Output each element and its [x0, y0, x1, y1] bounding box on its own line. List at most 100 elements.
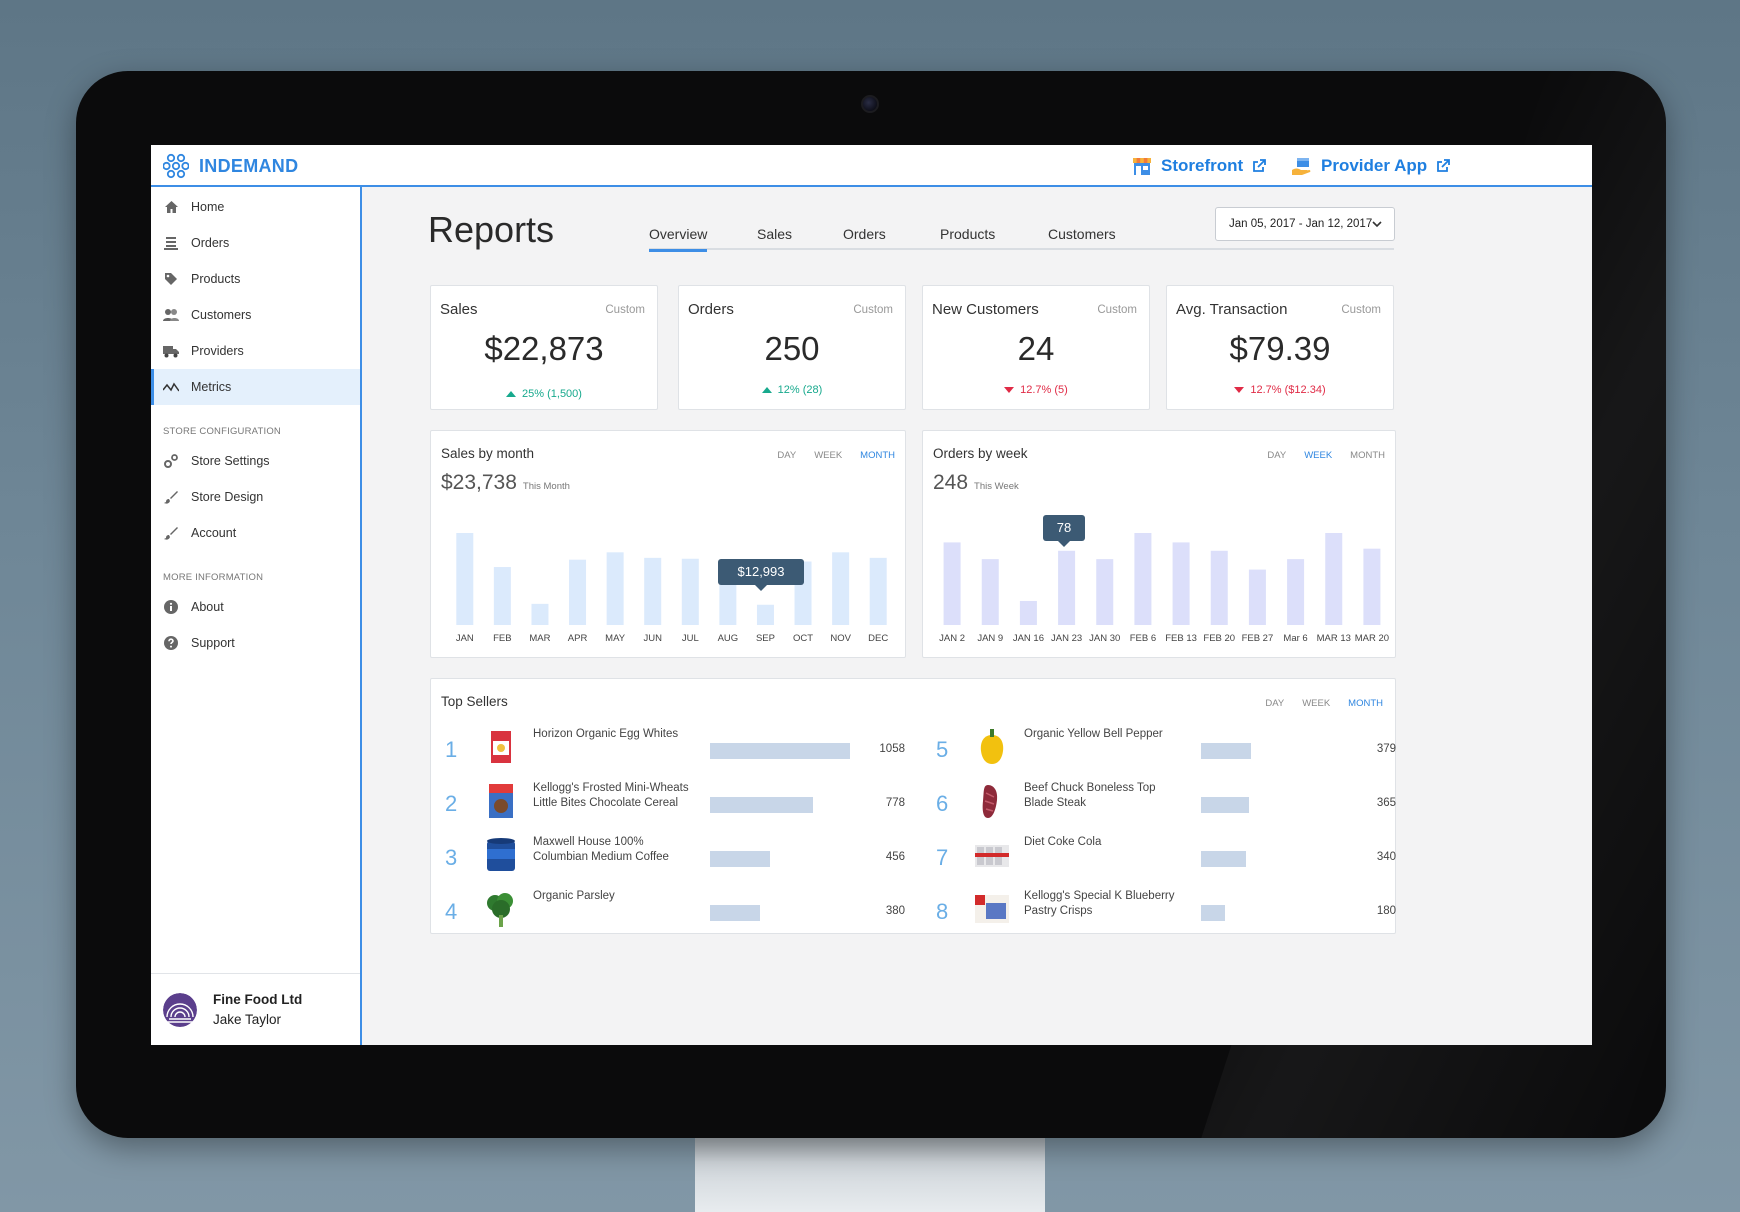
chart-bar[interactable] — [644, 557, 662, 625]
chart-bar[interactable] — [943, 542, 961, 625]
seller-bar-track — [710, 905, 850, 921]
account-footer[interactable]: Fine Food Ltd Jake Taylor — [151, 973, 360, 1045]
list-item[interactable]: 8 Kellogg's Special K Blueberry Pastry Cr… — [936, 885, 1398, 939]
orders-bar-chart: JAN 2 JAN 9 JAN 16 JAN 23 JAN 30 FEB 6 FEB 13 F… — [939, 533, 1389, 644]
chart-bar[interactable] — [569, 559, 587, 625]
storefront-link[interactable]: Storefront — [1131, 155, 1267, 177]
sidebar-item-about[interactable]: About — [151, 589, 360, 625]
range-month[interactable]: MONTH — [860, 450, 895, 461]
chart-bar[interactable] — [981, 559, 999, 625]
range-day[interactable]: DAY — [777, 450, 797, 461]
chart-bar[interactable] — [1096, 559, 1114, 625]
tab-overview[interactable]: Overview — [649, 226, 708, 252]
brush-icon — [163, 525, 179, 541]
list-item[interactable]: 2 Kellogg's Frosted Mini-Wheats Little Bi… — [445, 777, 907, 831]
kpi-change: 12.7% (5) — [923, 384, 1149, 396]
tab-orders[interactable]: Orders — [843, 226, 886, 242]
sidebar-item-home[interactable]: Home — [151, 189, 360, 225]
sidebar-item-support[interactable]: Support — [151, 625, 360, 661]
seller-rank: 2 — [445, 791, 458, 816]
chart-bar[interactable] — [1363, 548, 1381, 625]
provider-app-label: Provider App — [1321, 156, 1428, 175]
list-item[interactable]: 6 Beef Chuck Boneless Top Blade Steak 365 — [936, 777, 1398, 831]
seller-count: 380 — [885, 905, 905, 917]
chart-bar[interactable] — [681, 558, 699, 625]
sidebar: Home Orders Products Customers — [151, 187, 362, 1045]
chart-bar[interactable] — [1134, 533, 1152, 625]
kpi-value: $79.39 — [1229, 330, 1331, 367]
seller-count: 778 — [885, 797, 905, 809]
sidebar-item-customers[interactable]: Customers — [151, 297, 360, 333]
chart-bar[interactable] — [1210, 550, 1228, 625]
x-tick-label: JAN 23 — [1051, 633, 1082, 644]
chart-title: Sales by month — [441, 446, 535, 461]
seller-name: Horizon Organic Egg Whites — [533, 728, 679, 740]
sidebar-item-label: Store Design — [191, 490, 264, 504]
sidebar-item-store-settings[interactable]: Store Settings — [151, 443, 360, 479]
brand[interactable]: INDEMAND — [163, 153, 298, 179]
sidebar-item-products[interactable]: Products — [151, 261, 360, 297]
truck-icon — [163, 343, 179, 359]
parsley-icon — [487, 893, 513, 927]
report-tabs: Overview Sales Orders Products Customers — [649, 226, 1394, 252]
sidebar-item-account[interactable]: Account — [151, 515, 360, 551]
range-day[interactable]: DAY — [1265, 698, 1285, 709]
chart-bar[interactable] — [531, 603, 549, 625]
list-item[interactable]: 3 Maxwell House 100% Columbian Medium Cof… — [445, 831, 907, 885]
kpi-change: 12% (28) — [679, 384, 905, 396]
cereal-box-icon — [489, 784, 513, 818]
provider-app-link[interactable]: Provider App — [1291, 155, 1451, 177]
sidebar-item-providers[interactable]: Providers — [151, 333, 360, 369]
chart-bar[interactable] — [756, 604, 774, 625]
sidebar-item-metrics[interactable]: Metrics — [151, 369, 360, 405]
kpi-card-new-customers[interactable]: New Customers Custom 24 12.7% (5) — [922, 285, 1150, 410]
x-tick-label: JAN 2 — [939, 633, 965, 644]
chart-bar[interactable] — [869, 557, 887, 625]
arrow-up-icon — [761, 387, 772, 394]
kpi-card-orders[interactable]: Orders Custom 250 12% (28) — [678, 285, 906, 410]
chart-bar[interactable] — [606, 552, 624, 625]
list-item[interactable]: 7 Diet Coke Cola 340 — [936, 831, 1398, 885]
x-tick-label: JAN 30 — [1089, 633, 1120, 644]
kpi-label: Sales — [440, 301, 478, 318]
seller-bar — [1201, 743, 1252, 759]
seller-bar — [710, 851, 771, 867]
chart-bar[interactable] — [1019, 600, 1037, 625]
tab-products[interactable]: Products — [940, 226, 996, 242]
list-item[interactable]: 1 Horizon Organic Egg Whites 1058 — [445, 723, 907, 777]
metrics-icon — [163, 379, 179, 395]
sidebar-item-label: Products — [191, 272, 241, 286]
sidebar-item-store-design[interactable]: Store Design — [151, 479, 360, 515]
kpi-card-sales[interactable]: Sales Custom $22,873 25% (1,500) — [430, 285, 658, 410]
brush-icon — [163, 489, 179, 505]
list-item[interactable]: 4 Organic Parsley 380 — [445, 885, 907, 939]
range-month[interactable]: MONTH — [1350, 450, 1385, 461]
seller-name: Diet Coke Cola — [1024, 836, 1102, 848]
tab-sales[interactable]: Sales — [757, 226, 793, 242]
chart-bar[interactable] — [832, 552, 850, 625]
chart-bar[interactable] — [1058, 550, 1076, 625]
seller-count: 456 — [885, 851, 905, 863]
range-week[interactable]: WEEK — [814, 450, 843, 461]
chart-bar[interactable] — [1325, 533, 1343, 625]
date-range-picker[interactable]: Jan 05, 2017 - Jan 12, 2017 — [1215, 207, 1395, 241]
chart-bar[interactable] — [1287, 559, 1305, 625]
seller-rank: 5 — [936, 737, 949, 762]
chart-bar[interactable] — [1248, 569, 1266, 625]
tab-customers[interactable]: Customers — [1048, 226, 1116, 242]
chart-bar[interactable] — [1172, 542, 1190, 625]
kpi-card-avg-transaction[interactable]: Avg. Transaction Custom $79.39 12.7% ($1… — [1166, 285, 1394, 410]
range-day[interactable]: DAY — [1267, 450, 1287, 461]
sidebar-item-orders[interactable]: Orders — [151, 225, 360, 261]
range-month[interactable]: MONTH — [1348, 698, 1383, 709]
x-tick-label: Mar 6 — [1283, 633, 1307, 644]
range-week[interactable]: WEEK — [1302, 698, 1331, 709]
range-week[interactable]: WEEK — [1304, 450, 1333, 461]
chart-bar[interactable] — [456, 533, 474, 625]
list-item[interactable]: 5 Organic Yellow Bell Pepper 379 — [936, 723, 1398, 777]
chart-bar[interactable] — [493, 567, 511, 625]
x-tick-label: MAY — [605, 633, 626, 644]
seller-bar-track — [1201, 905, 1341, 921]
kpi-value: 24 — [1017, 330, 1055, 367]
section-more-information: MORE INFORMATION — [163, 572, 264, 583]
